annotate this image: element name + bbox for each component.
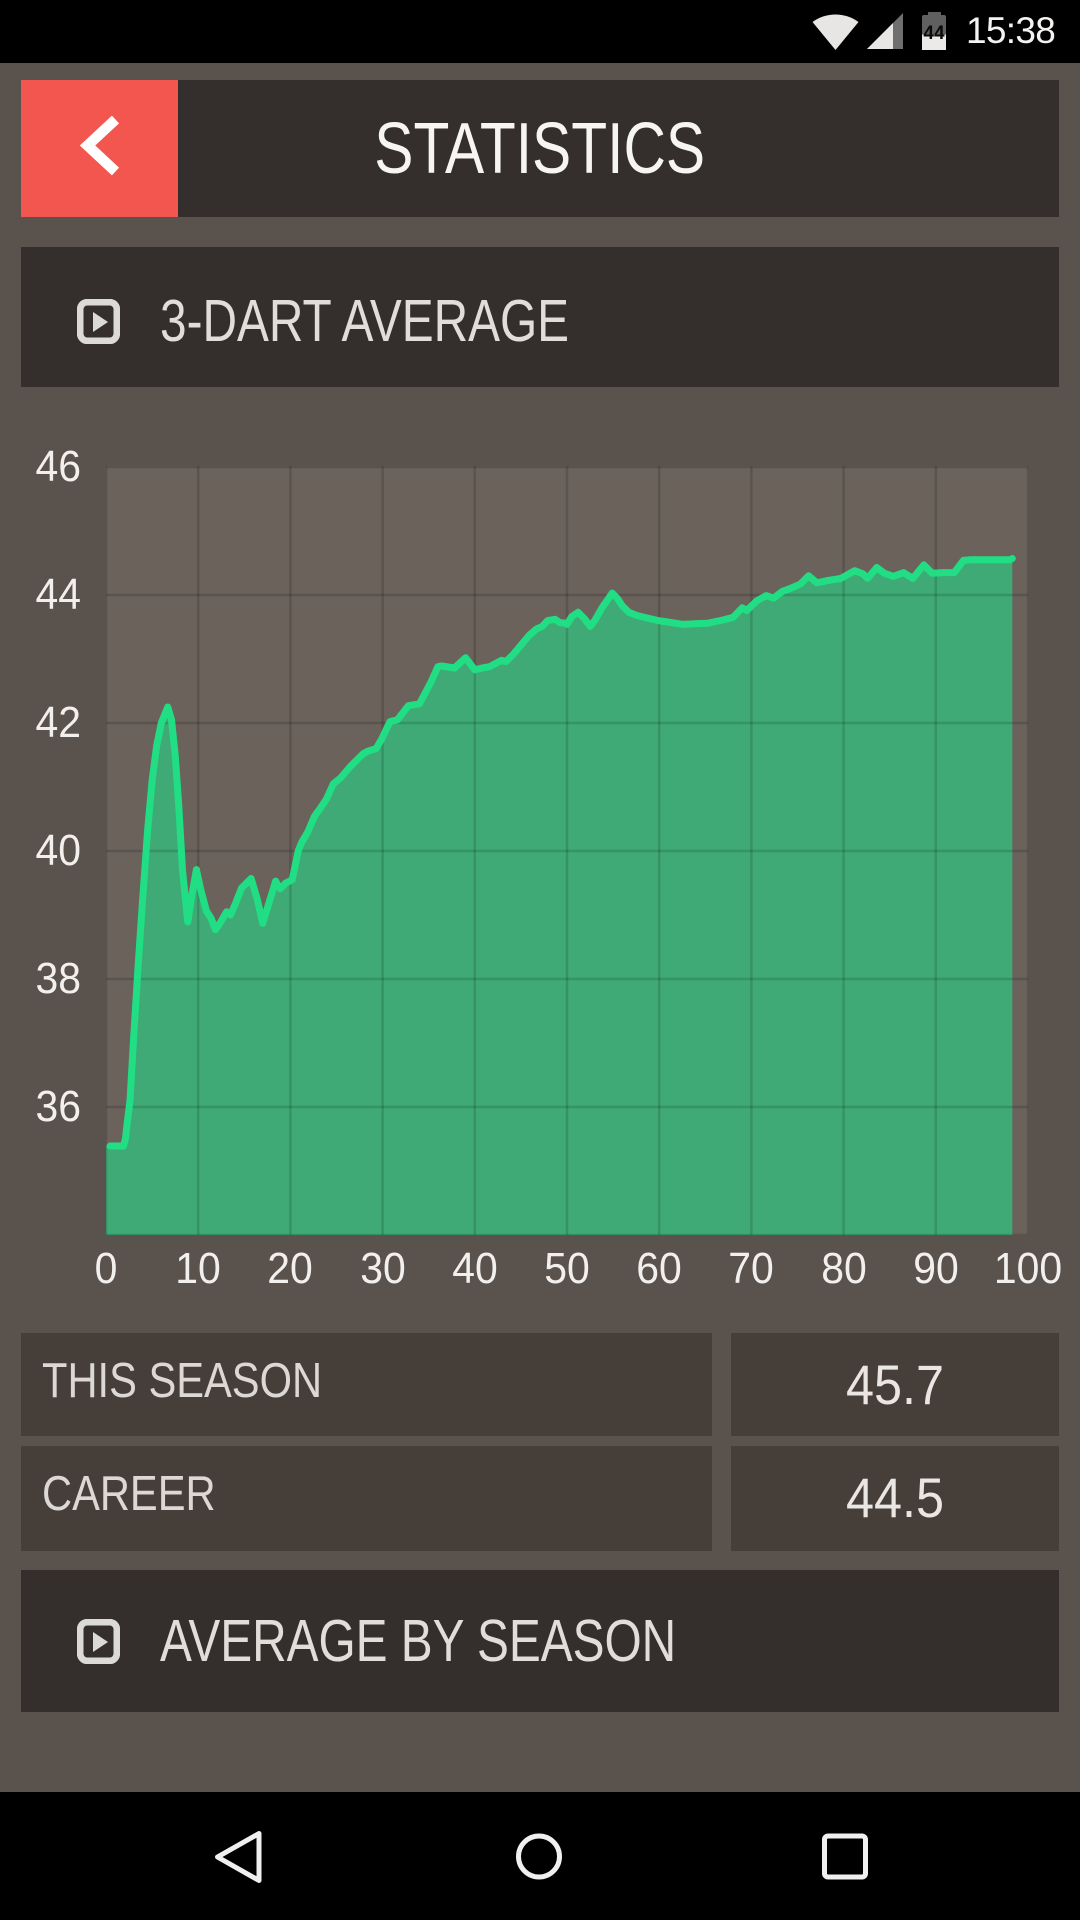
svg-text:44: 44 bbox=[923, 23, 945, 44]
